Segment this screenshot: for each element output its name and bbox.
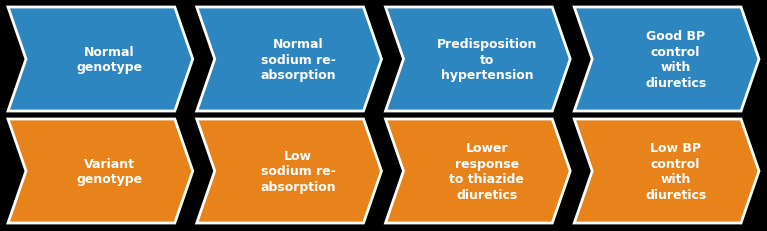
Polygon shape	[197, 119, 381, 223]
Text: Variant
genotype: Variant genotype	[76, 157, 143, 185]
Polygon shape	[574, 8, 759, 112]
Polygon shape	[386, 119, 570, 223]
Text: Normal
sodium re-
absorption: Normal sodium re- absorption	[260, 38, 336, 82]
Polygon shape	[8, 8, 193, 112]
Text: Normal
genotype: Normal genotype	[76, 46, 143, 74]
Text: Lower
response
to thiazide
diuretics: Lower response to thiazide diuretics	[449, 142, 525, 201]
Polygon shape	[197, 8, 381, 112]
Text: Good BP
control
with
diuretics: Good BP control with diuretics	[645, 30, 706, 89]
Text: Low BP
control
with
diuretics: Low BP control with diuretics	[645, 142, 706, 201]
Text: Predisposition
to
hypertension: Predisposition to hypertension	[436, 38, 537, 82]
Polygon shape	[574, 119, 759, 223]
Polygon shape	[386, 8, 570, 112]
Text: Low
sodium re-
absorption: Low sodium re- absorption	[260, 149, 336, 193]
Polygon shape	[8, 119, 193, 223]
